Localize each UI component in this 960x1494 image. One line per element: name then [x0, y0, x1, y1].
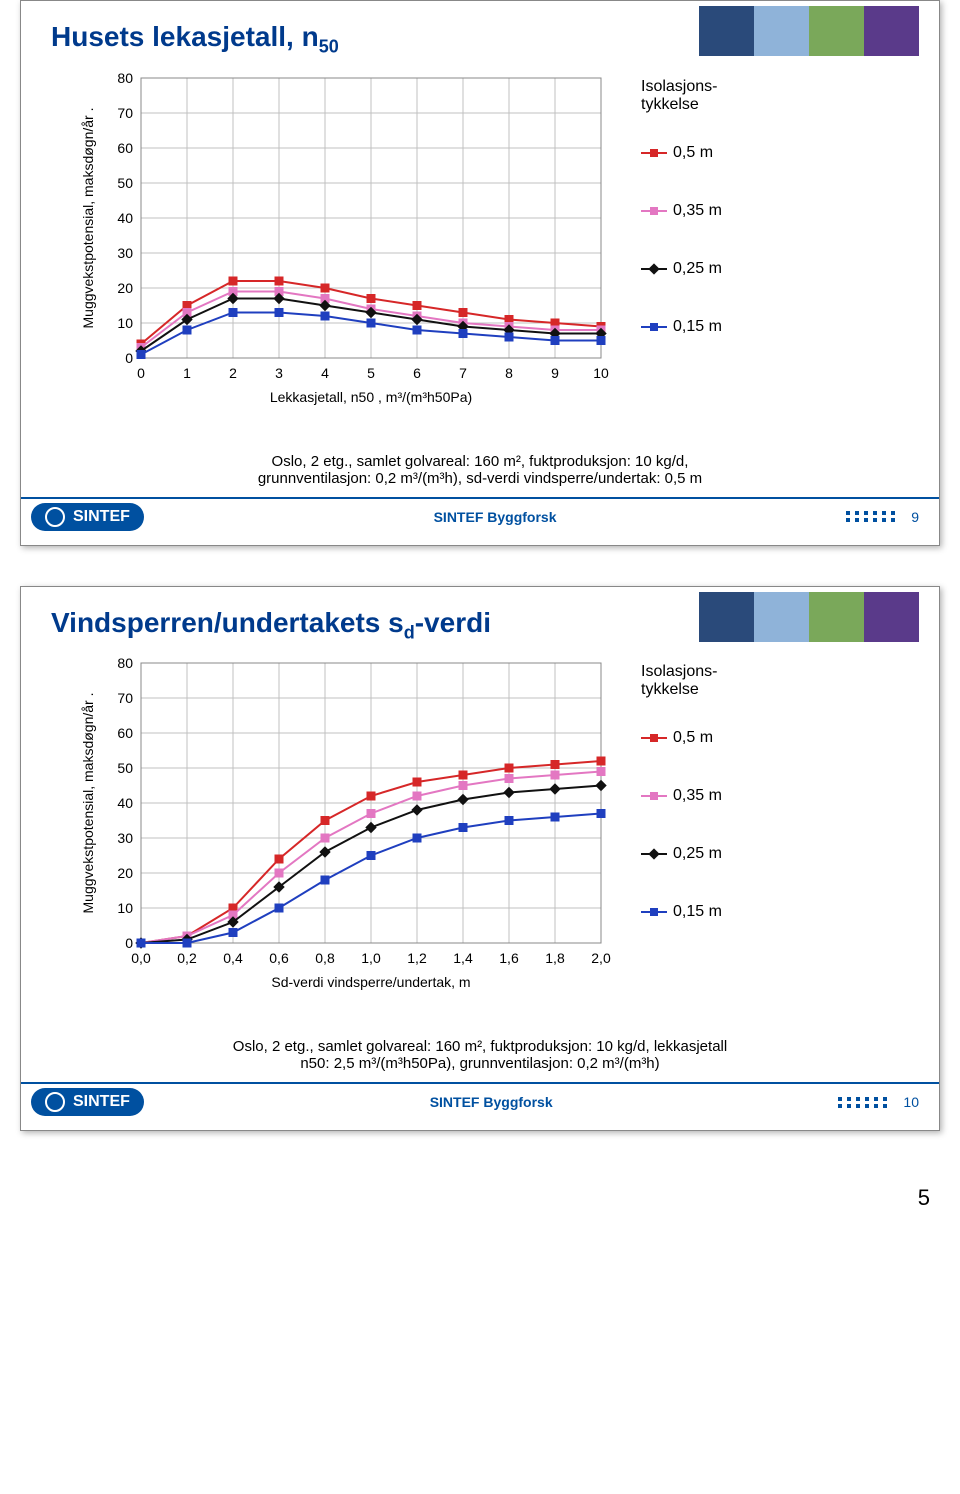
footer-page-num: 9	[911, 509, 919, 525]
svg-text:80: 80	[117, 70, 133, 86]
svg-text:0,8: 0,8	[315, 950, 335, 966]
legend-label: 0,15 m	[673, 903, 722, 921]
sintef-logo: SINTEF	[31, 1088, 144, 1116]
slide-2: Vindsperren/undertakets sd-verdi 0 10 20 30…	[20, 586, 940, 1132]
svg-text:1,4: 1,4	[453, 950, 473, 966]
svg-text:1,2: 1,2	[407, 950, 427, 966]
header-decoration	[699, 592, 919, 642]
legend-title: Isolasjons- tykkelse	[641, 663, 722, 699]
svg-text:2: 2	[229, 365, 237, 381]
svg-text:Lekkasjetall, n50 , m³/(m³h50P: Lekkasjetall, n50 , m³/(m³h50Pa)	[270, 389, 472, 405]
svg-text:10: 10	[593, 365, 609, 381]
legend-label: 0,5 m	[673, 144, 713, 162]
svg-text:60: 60	[117, 725, 133, 741]
svg-text:50: 50	[117, 760, 133, 776]
svg-text:0,2: 0,2	[177, 950, 197, 966]
legend-item: 0,15 m	[641, 318, 722, 336]
sintef-logo: SINTEF	[31, 503, 144, 531]
legend-item: 0,5 m	[641, 729, 722, 747]
footer-text: SINTEF Byggforsk	[434, 509, 557, 525]
slide-footer: SINTEF SINTEF Byggforsk 9	[21, 497, 939, 535]
svg-text:7: 7	[459, 365, 467, 381]
chart-caption: Oslo, 2 etg., samlet golvareal: 160 m², …	[41, 453, 919, 487]
legend-label: 0,15 m	[673, 318, 722, 336]
svg-text:1,8: 1,8	[545, 950, 565, 966]
title-main: Vindsperren/undertakets s	[51, 607, 404, 638]
slide-footer: SINTEF SINTEF Byggforsk 10	[21, 1082, 939, 1120]
svg-text:30: 30	[117, 830, 133, 846]
page-number: 5	[0, 1171, 960, 1231]
chart-2: 0 10 20 30 40 50 60 70 80 0,0 0,2 0,4 0,6 0,8 1,0 1,2 1,…	[71, 653, 611, 1028]
svg-text:8: 8	[505, 365, 513, 381]
title-sub: 50	[319, 37, 339, 57]
svg-text:0,0: 0,0	[131, 950, 151, 966]
svg-text:0,4: 0,4	[223, 950, 243, 966]
svg-text:0: 0	[125, 935, 133, 951]
svg-text:6: 6	[413, 365, 421, 381]
footer-text: SINTEF Byggforsk	[430, 1094, 553, 1110]
svg-text:20: 20	[117, 280, 133, 296]
header-decoration	[699, 6, 919, 56]
svg-text:9: 9	[551, 365, 559, 381]
svg-text:0,6: 0,6	[269, 950, 289, 966]
svg-text:1,6: 1,6	[499, 950, 519, 966]
svg-text:0: 0	[125, 350, 133, 366]
svg-text:1: 1	[183, 365, 191, 381]
svg-text:1,0: 1,0	[361, 950, 381, 966]
svg-text:30: 30	[117, 245, 133, 261]
legend-item: 0,25 m	[641, 845, 722, 863]
legend-label: 0,25 m	[673, 260, 722, 278]
legend-title: Isolasjons- tykkelse	[641, 78, 722, 114]
svg-text:Muggvekstpotensial, maksdøgn/å: Muggvekstpotensial, maksdøgn/år .	[80, 107, 96, 328]
svg-text:70: 70	[117, 105, 133, 121]
chart-caption: Oslo, 2 etg., samlet golvareal: 160 m², …	[41, 1038, 919, 1072]
footer-page-num: 10	[903, 1094, 919, 1110]
legend-label: 0,25 m	[673, 845, 722, 863]
svg-text:3: 3	[275, 365, 283, 381]
svg-text:20: 20	[117, 865, 133, 881]
legend-label: 0,35 m	[673, 202, 722, 220]
svg-text:10: 10	[117, 315, 133, 331]
legend-label: 0,35 m	[673, 787, 722, 805]
svg-text:60: 60	[117, 140, 133, 156]
legend-label: 0,5 m	[673, 729, 713, 747]
svg-text:Muggvekstpotensial, maksdøgn/å: Muggvekstpotensial, maksdøgn/år .	[80, 693, 96, 914]
svg-text:70: 70	[117, 690, 133, 706]
svg-text:10: 10	[117, 900, 133, 916]
title-sub: d	[404, 622, 415, 642]
legend-1: Isolasjons- tykkelse 0,5 m 0,35 m 0,25 m 0,…	[641, 78, 722, 376]
svg-text:0: 0	[137, 365, 145, 381]
chart-1: 0 10 20 30 40 50 60 70 80 0 1 2 3 4 5 6 7 8 9 10 Lekkasjetal…	[71, 68, 611, 443]
footer-dots	[838, 1097, 889, 1108]
svg-text:80: 80	[117, 655, 133, 671]
title-tail: -verdi	[415, 607, 491, 638]
slide-1: Husets lekasjetall, n50 0102030405060708…	[20, 0, 940, 546]
svg-text:40: 40	[117, 795, 133, 811]
svg-text:50: 50	[117, 175, 133, 191]
legend-item: 0,5 m	[641, 144, 722, 162]
svg-text:Sd-verdi vindsperre/undertak,: Sd-verdi vindsperre/undertak, m	[271, 974, 470, 990]
svg-text:40: 40	[117, 210, 133, 226]
title-main: Husets lekasjetall, n	[51, 21, 319, 52]
svg-text:2,0: 2,0	[591, 950, 611, 966]
legend-item: 0,35 m	[641, 202, 722, 220]
footer-dots	[846, 511, 897, 522]
legend-item: 0,25 m	[641, 260, 722, 278]
legend-item: 0,35 m	[641, 787, 722, 805]
svg-text:5: 5	[367, 365, 375, 381]
svg-text:4: 4	[321, 365, 329, 381]
legend-item: 0,15 m	[641, 903, 722, 921]
legend-2: Isolasjons- tykkelse 0,5 m 0,35 m 0,25 m 0,…	[641, 663, 722, 961]
